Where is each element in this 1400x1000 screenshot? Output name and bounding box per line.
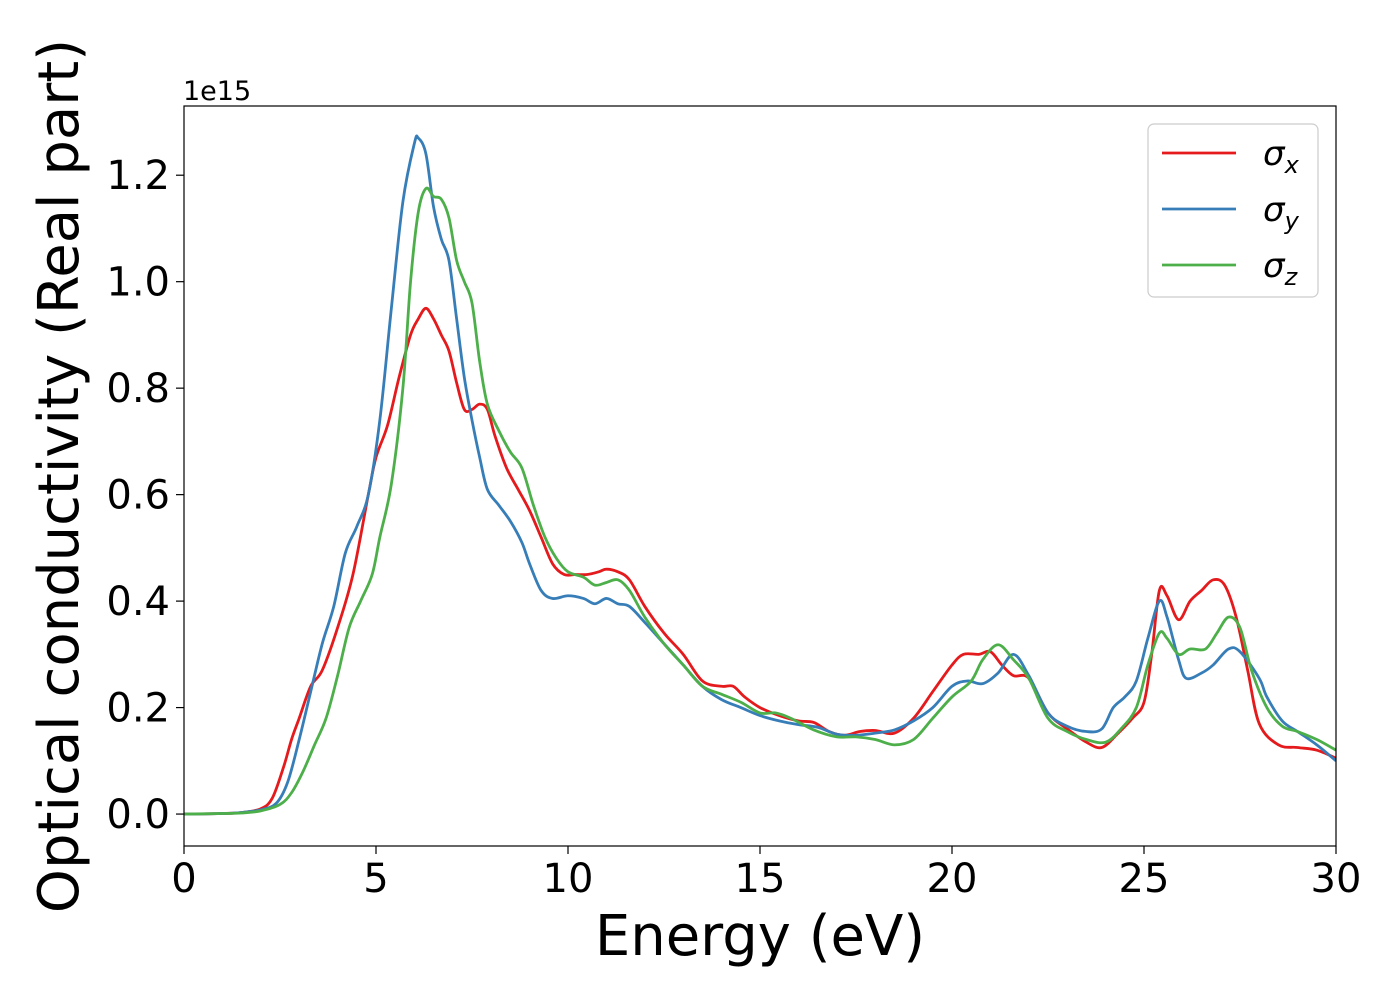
x-tick-label: 15 bbox=[735, 856, 786, 902]
legend: σx σy σz bbox=[1147, 123, 1319, 298]
series-line-x bbox=[184, 306, 1336, 816]
series-line-z bbox=[184, 186, 1336, 816]
y-tick-label: 0.2 bbox=[106, 686, 170, 732]
legend-label-y: σy bbox=[1263, 190, 1300, 235]
legend-box bbox=[1147, 123, 1319, 298]
legend-label-x: σx bbox=[1263, 134, 1300, 179]
y-axis-title: Optical conductivity (Real part) bbox=[27, 39, 92, 913]
x-tick-label: 30 bbox=[1311, 856, 1362, 902]
y-tick-label: 1.2 bbox=[106, 153, 170, 199]
x-tick-label: 10 bbox=[543, 856, 594, 902]
x-axis-title: Energy (eV) bbox=[595, 904, 925, 969]
x-tick-label: 5 bbox=[363, 856, 388, 902]
y-tick-label: 0.8 bbox=[106, 366, 170, 412]
y-tick-label: 1.0 bbox=[106, 260, 170, 306]
x-tick-label: 20 bbox=[927, 856, 978, 902]
series-layer bbox=[184, 134, 1336, 816]
y-axis: 0.0 0.2 0.4 0.6 0.8 1.0 1.2 bbox=[106, 153, 184, 838]
y-tick-label: 0.0 bbox=[106, 792, 170, 838]
x-tick-label: 0 bbox=[171, 856, 196, 902]
legend-label-z: σz bbox=[1263, 246, 1299, 291]
x-axis: 0 5 10 15 20 25 30 bbox=[171, 846, 1361, 902]
y-offset-text: 1e15 bbox=[183, 76, 251, 107]
y-tick-label: 0.6 bbox=[106, 473, 170, 519]
x-tick-label: 25 bbox=[1119, 856, 1170, 902]
y-tick-label: 0.4 bbox=[106, 579, 170, 625]
